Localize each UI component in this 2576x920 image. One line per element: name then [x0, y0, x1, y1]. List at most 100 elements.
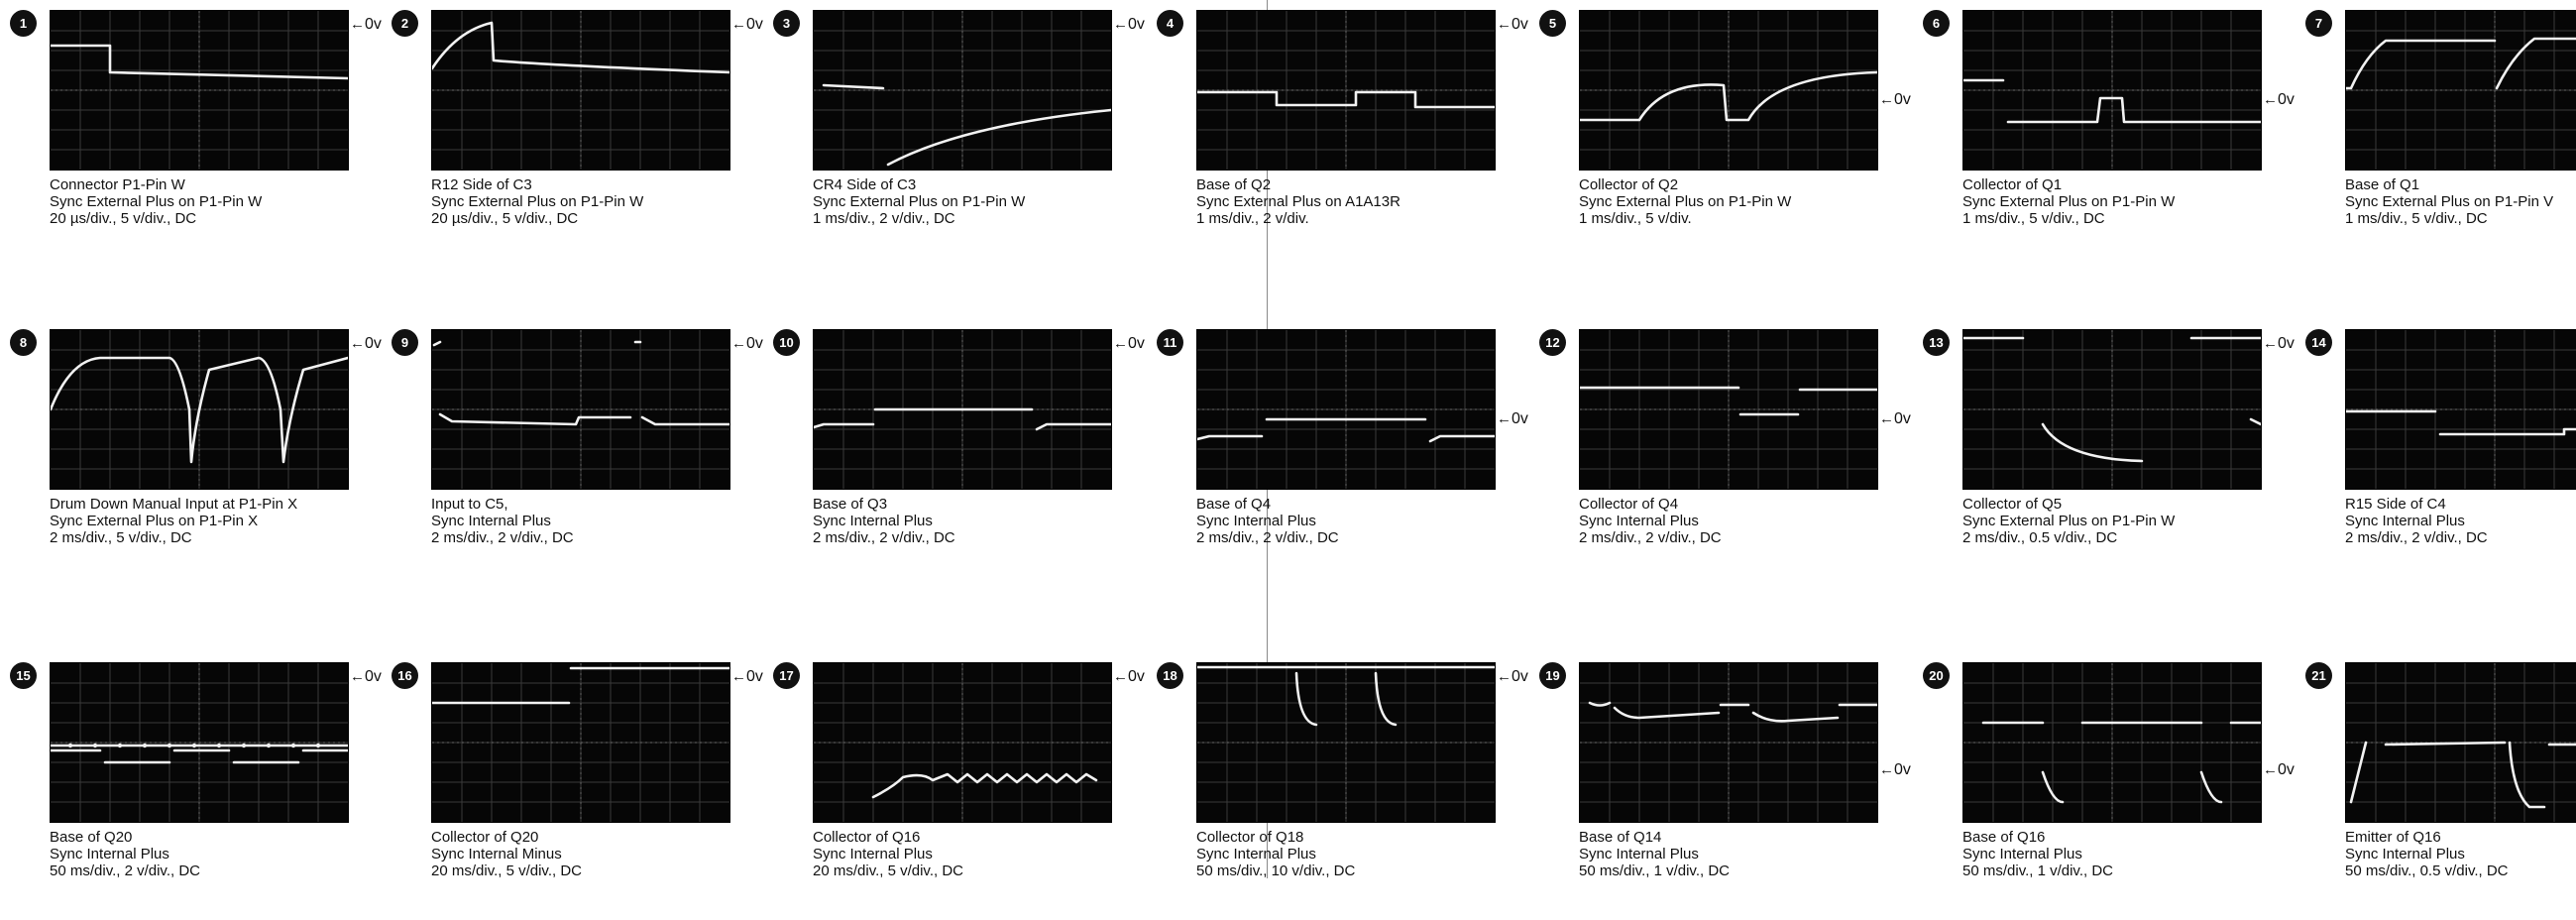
- arrow-left-icon: ←: [2263, 335, 2278, 352]
- scope-settings-line: 50 ms/div., 1 v/div., DC: [1579, 862, 1730, 879]
- waveform-panel: 2 ←0v R12 Side of C3 Sync External Plus on …: [392, 10, 768, 268]
- arrow-left-icon: ←: [1497, 410, 1512, 427]
- zero-volt-label: 0v: [365, 668, 382, 685]
- waveform-panel: 12 ←0v Collector of Q4 Sync Internal Plus 2 …: [1539, 329, 1916, 587]
- sync-setting-line: Sync Internal Plus: [813, 513, 933, 529]
- waveform-number-badge: 19: [1539, 662, 1566, 689]
- scope-graticule: [814, 11, 1111, 170]
- zero-volt-reference: ←0v: [731, 16, 763, 34]
- waveform-trace: [2346, 409, 2576, 436]
- test-point-line: Base of Q16: [1962, 829, 2046, 846]
- waveform-panel: 20 ←0v Base of Q16 Sync Internal Plus 50 ms/…: [1923, 662, 2299, 920]
- scope-settings-line: 2 ms/div., 0.5 v/div., DC: [1962, 529, 2118, 546]
- zero-volt-label: 0v: [746, 335, 763, 352]
- arrow-left-icon: ←: [1113, 335, 1128, 352]
- sync-setting-line: Sync External Plus on P1-Pin W: [1962, 193, 2176, 210]
- sync-setting-line: Sync Internal Plus: [1196, 846, 1316, 862]
- sync-setting-line: Sync External Plus on P1-Pin W: [50, 193, 263, 210]
- trace-marker: [290, 743, 296, 748]
- waveform-panel: 21 Emitter of Q16 Sync Internal Plus 50 ms/…: [2305, 662, 2576, 920]
- sync-setting-line: Sync Internal Plus: [431, 513, 551, 529]
- scope-settings-line: 2 ms/div., 2 v/div., DC: [431, 529, 574, 546]
- trace-marker: [92, 743, 98, 748]
- waveform-number-badge: 7: [2305, 10, 2332, 37]
- scope-graticule: [51, 663, 348, 822]
- waveform-trace: [1981, 721, 2261, 804]
- waveform-panel: 13 ←0v Collector of Q5 Sync External Plus o…: [1923, 329, 2299, 587]
- zero-volt-reference: ←0v: [1113, 16, 1145, 34]
- trace-marker: [167, 743, 172, 748]
- waveform-number-badge: 17: [773, 662, 800, 689]
- scope-graticule: [432, 663, 729, 822]
- oscilloscope-display: [1962, 329, 2262, 490]
- trace-marker: [191, 743, 197, 748]
- scope-graticule: [1197, 330, 1495, 489]
- test-point-line: Base of Q20: [50, 829, 133, 846]
- waveform-trace: [432, 666, 729, 705]
- trace-marker: [117, 743, 123, 748]
- waveform-panel: 18 ←0v Collector of Q18 Sync Internal Plus 5…: [1157, 662, 1533, 920]
- trace-marker: [142, 743, 148, 748]
- scope-settings-line: 20 ms/div., 5 v/div., DC: [813, 862, 963, 879]
- sync-setting-line: Sync Internal Plus: [813, 846, 933, 862]
- zero-volt-reference: ←0v: [1879, 761, 1911, 779]
- sync-setting-line: Sync Internal Plus: [1579, 846, 1699, 862]
- waveform-panel: 9 ←0v Input to C5, Sync Internal Plus 2 ms/d…: [392, 329, 768, 587]
- sync-setting-line: Sync Internal Minus: [431, 846, 562, 862]
- scope-settings-line: 2 ms/div., 5 v/div., DC: [50, 529, 192, 546]
- test-point-line: Base of Q2: [1196, 176, 1272, 193]
- scope-settings-line: 1 ms/div., 2 v/div.: [1196, 210, 1309, 227]
- zero-volt-reference: ←0v: [2263, 761, 2295, 779]
- arrow-left-icon: ←: [1113, 668, 1128, 685]
- scope-settings-line: 50 ms/div., 0.5 v/div., DC: [2345, 862, 2509, 879]
- arrow-left-icon: ←: [2263, 761, 2278, 778]
- waveform-panel: 3 ←0v CR4 Side of C3 Sync External Plus on …: [773, 10, 1150, 268]
- zero-volt-reference: ←0v: [731, 668, 763, 686]
- test-point-line: Base of Q1: [2345, 176, 2420, 193]
- scope-settings-line: 20 µs/div., 5 v/div., DC: [50, 210, 197, 227]
- waveform-trace: [871, 772, 1098, 799]
- arrow-left-icon: ←: [1113, 16, 1128, 33]
- waveform-trace: [1197, 90, 1495, 109]
- waveform-panel: 19 ←0v Base of Q14 Sync Internal Plus 50 ms/…: [1539, 662, 1916, 920]
- waveform-number-badge: 2: [392, 10, 418, 37]
- zero-volt-label: 0v: [746, 16, 763, 33]
- waveform-panel: 6 ←0v Collector of Q1 Sync External Plus on…: [1923, 10, 2299, 268]
- oscilloscope-display: [431, 10, 730, 171]
- oscilloscope-display: [1962, 662, 2262, 823]
- scope-graticule: [1963, 663, 2261, 822]
- waveform-trace: [51, 44, 348, 80]
- waveform-caption: Connector P1-Pin W Sync External Plus on …: [50, 176, 387, 227]
- oscilloscope-display: [50, 329, 349, 490]
- waveform-panel: 16 ←0v Collector of Q20 Sync Internal Minus…: [392, 662, 768, 920]
- test-point-line: Connector P1-Pin W: [50, 176, 185, 193]
- scope-settings-line: 20 µs/div., 5 v/div., DC: [431, 210, 579, 227]
- oscilloscope-display: [1579, 10, 1878, 171]
- waveform-number-badge: 1: [10, 10, 37, 37]
- scope-graticule: [51, 330, 348, 489]
- sync-setting-line: Sync External Plus on P1-Pin V: [2345, 193, 2554, 210]
- scope-settings-line: 50 ms/div., 10 v/div., DC: [1196, 862, 1356, 879]
- waveform-number-badge: 20: [1923, 662, 1950, 689]
- waveform-panel: 4 ←0v Base of Q2 Sync External Plus on A1A1…: [1157, 10, 1533, 268]
- waveform-number-badge: 12: [1539, 329, 1566, 356]
- test-point-line: Collector of Q2: [1579, 176, 1679, 193]
- arrow-left-icon: ←: [350, 335, 365, 352]
- oscilloscope-display: [1196, 662, 1496, 823]
- waveform-caption: R12 Side of C3 Sync External Plus on P1-P…: [431, 176, 768, 227]
- waveform-trace: [822, 83, 1111, 167]
- test-point-line: Input to C5,: [431, 496, 508, 513]
- zero-volt-label: 0v: [2278, 761, 2295, 778]
- scope-graticule: [814, 330, 1111, 489]
- scope-graticule: [1580, 11, 1877, 170]
- scope-settings-line: 2 ms/div., 2 v/div., DC: [2345, 529, 2488, 546]
- waveform-number-badge: 8: [10, 329, 37, 356]
- waveform-trace: [2346, 37, 2576, 90]
- waveform-caption: Drum Down Manual Input at P1-Pin X Sync E…: [50, 496, 387, 546]
- waveform-number-badge: 4: [1157, 10, 1183, 37]
- waveform-number-badge: 3: [773, 10, 800, 37]
- scope-graticule: [432, 11, 729, 170]
- arrow-left-icon: ←: [1497, 16, 1512, 33]
- waveform-panel: 1 ←0v Connector P1-Pin W Sync External Plus…: [10, 10, 387, 268]
- waveform-trace: [51, 356, 348, 464]
